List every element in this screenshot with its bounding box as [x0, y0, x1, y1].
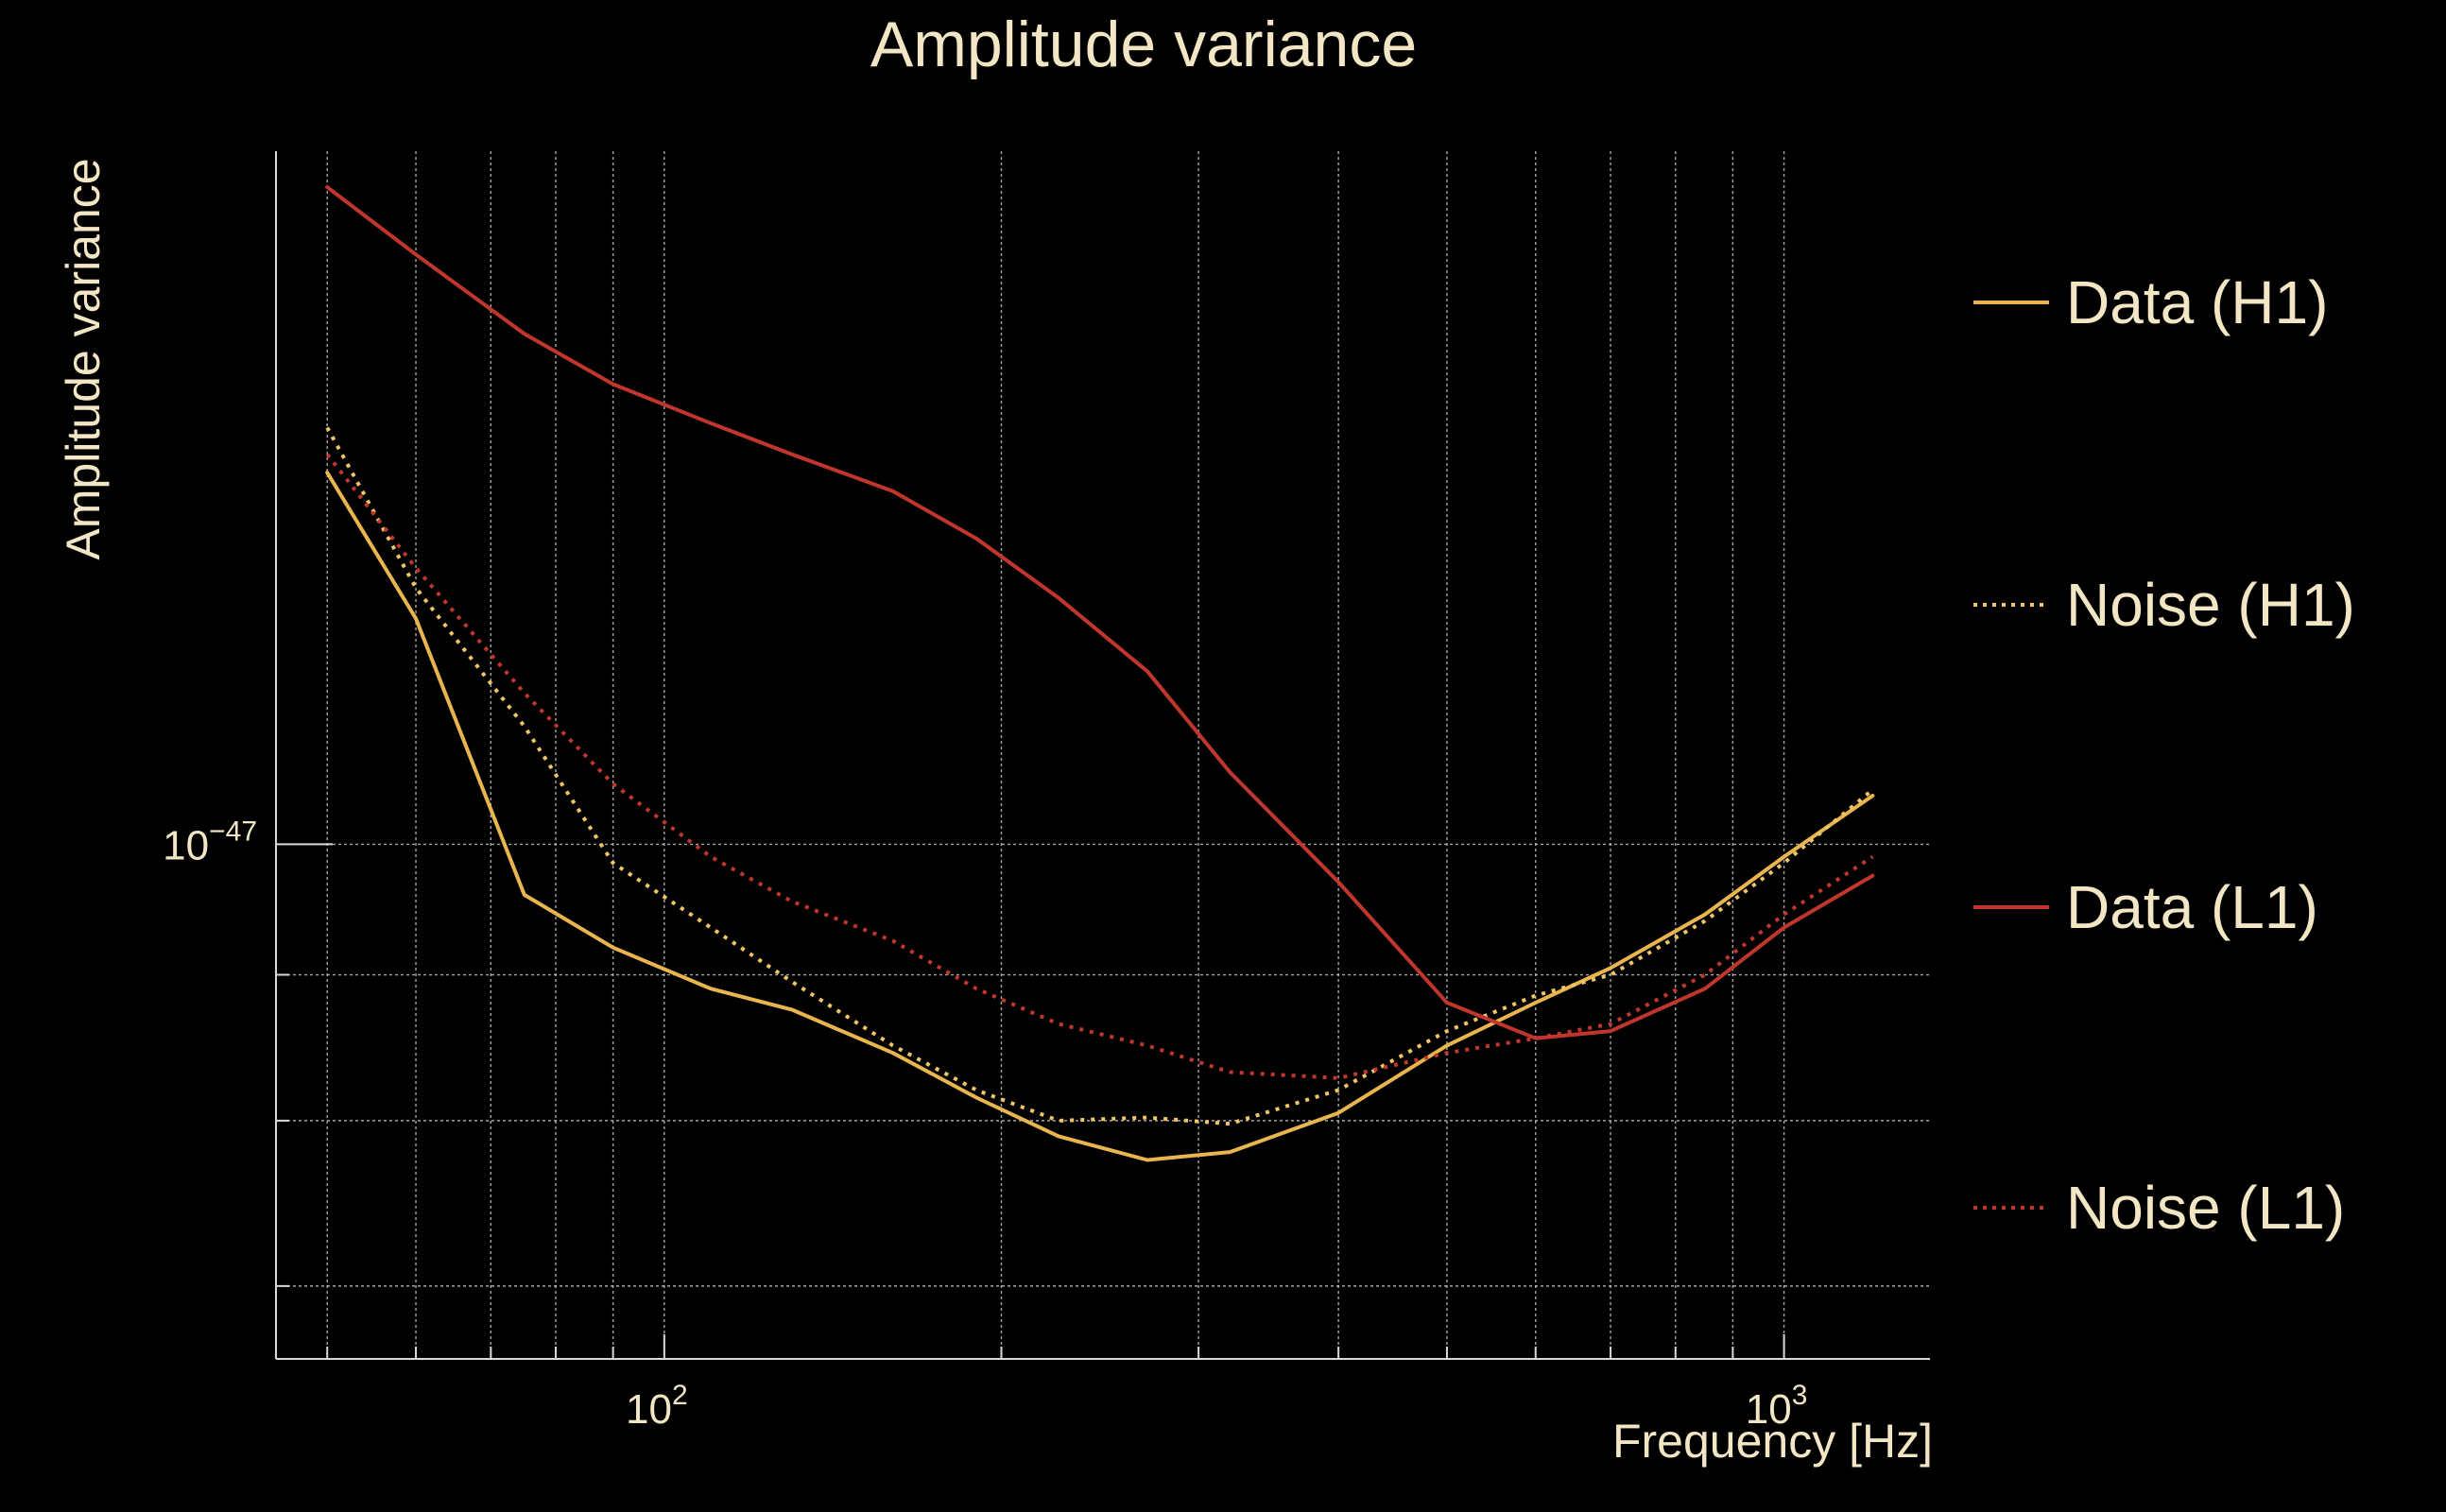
x-tick-base: 10	[626, 1386, 672, 1433]
y-tick-label: 10−47	[163, 816, 257, 868]
legend: Data (H1) Noise (H1) Data (L1) Noise (L1)	[1973, 268, 2355, 1242]
axes	[275, 151, 1930, 1360]
series-group	[325, 185, 1875, 1162]
x-tick-exponent: 2	[672, 1380, 688, 1411]
legend-label: Data (L1)	[2066, 873, 2318, 941]
legend-label: Data (H1)	[2066, 268, 2328, 336]
series-line-data-l1	[325, 185, 1875, 1040]
x-tick-exponent: 3	[1792, 1380, 1808, 1411]
y-tick-base: 10	[163, 822, 209, 868]
chart-title: Amplitude variance	[870, 9, 1417, 80]
series-line-data-h1	[325, 471, 1875, 1162]
x-axis-label: Frequency [Hz]	[1612, 1415, 1933, 1468]
x-tick-label: 102	[626, 1380, 688, 1433]
y-axis-label: Amplitude variance	[57, 158, 110, 559]
legend-label: Noise (H1)	[2066, 571, 2355, 639]
series-line-noise-h1	[325, 426, 1874, 1126]
series-line-noise-l1	[325, 453, 1874, 1080]
x-tick-base: 10	[1746, 1386, 1792, 1433]
x-tick-label: 103	[1746, 1380, 1808, 1433]
grid	[276, 151, 1930, 1359]
y-tick-exponent: −47	[209, 816, 257, 847]
legend-label: Noise (L1)	[2066, 1174, 2345, 1242]
